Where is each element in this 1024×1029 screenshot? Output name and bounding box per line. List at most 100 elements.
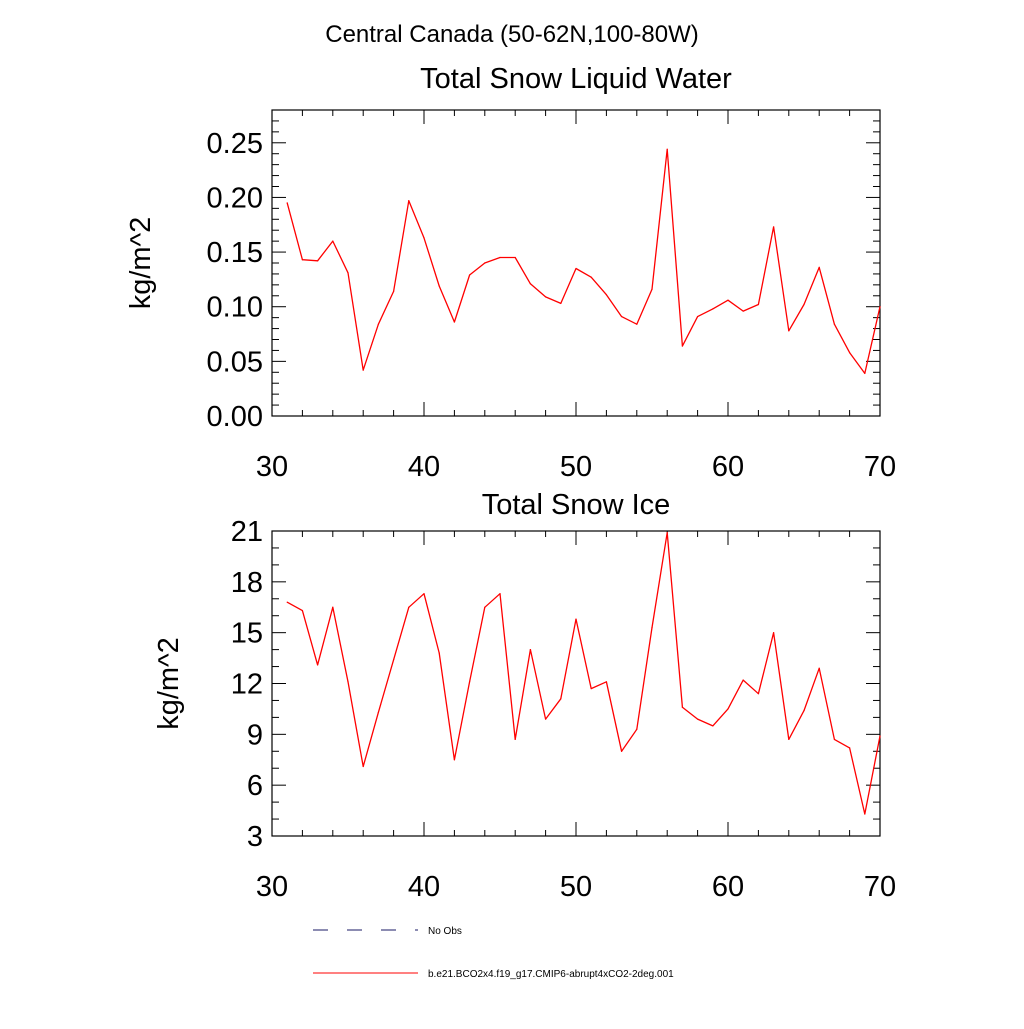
data-point (377, 711, 379, 713)
data-point (636, 728, 638, 730)
data-point (301, 610, 303, 612)
data-point (742, 679, 744, 681)
data-point (453, 321, 455, 323)
data-point (864, 372, 866, 374)
x-tick-label: 30 (256, 451, 288, 483)
x-tick-label: 60 (712, 451, 744, 483)
chart-legend: No Obs b.e21.BCO2x4.f19_g17.CMIP6-abrupt4… (313, 926, 674, 980)
chart-title: Total Snow Ice (482, 489, 671, 521)
data-point (575, 267, 577, 270)
data-point (666, 148, 668, 150)
y-tick-label: 15 (231, 618, 263, 650)
data-point (757, 693, 760, 695)
data-point (438, 652, 440, 654)
x-tick-label: 70 (864, 451, 896, 483)
data-point (621, 315, 623, 318)
data-point (575, 618, 577, 620)
data-point (423, 593, 425, 595)
data-point (605, 681, 608, 683)
data-point (833, 323, 836, 325)
plot-frame (271, 530, 881, 837)
data-point (727, 299, 729, 301)
data-point (803, 303, 805, 306)
series-1 (286, 532, 881, 815)
data-point (803, 710, 805, 712)
x-tick-label: 30 (256, 871, 288, 903)
data-point (484, 606, 486, 608)
data-point (514, 256, 516, 259)
y-tick-label: 0.25 (207, 128, 263, 160)
data-point (864, 813, 866, 815)
data-point (788, 330, 790, 332)
chart-panel-2: Total Snow Ice kg/m^2 30 40 50 60 70 3 6 9 12 15 18 2… (153, 489, 896, 903)
data-point (347, 681, 349, 683)
y-tick-label: 0.00 (207, 401, 263, 433)
y-axis-label: kg/m^2 (153, 637, 185, 730)
data-point (545, 296, 547, 298)
data-point (393, 290, 395, 293)
y-tick-label: 6 (247, 770, 263, 802)
data-point (362, 369, 364, 371)
x-tick-label: 40 (408, 871, 440, 903)
data-point (286, 202, 288, 204)
y-tick-label: 0.10 (207, 292, 263, 324)
data-point (529, 649, 532, 651)
y-axis-label: kg/m^2 (125, 217, 157, 310)
data-point (317, 664, 319, 666)
y-tick-label: 3 (247, 821, 263, 853)
data-point (788, 738, 790, 741)
data-point (712, 308, 714, 310)
y-tick-label: 21 (231, 516, 263, 548)
data-point (438, 285, 440, 287)
data-point (469, 681, 471, 683)
data-point (484, 262, 486, 264)
data-point (423, 237, 425, 239)
data-point (773, 632, 775, 634)
x-tick-label: 50 (560, 451, 592, 483)
data-point (712, 725, 714, 727)
data-point (590, 276, 592, 278)
data-point (286, 601, 288, 603)
data-point (833, 738, 836, 741)
series-line (286, 148, 881, 375)
data-point (393, 659, 395, 661)
data-point (514, 738, 516, 741)
data-point (408, 606, 410, 608)
data-point (651, 626, 653, 629)
data-point (545, 718, 547, 720)
data-point (332, 606, 334, 608)
data-point (560, 698, 562, 700)
legend-label-2: b.e21.BCO2x4.f19_g17.CMIP6-abrupt4xCO2-2… (428, 969, 674, 980)
y-tick-label: 0.05 (207, 346, 263, 378)
data-point (651, 288, 653, 290)
data-point (818, 667, 820, 669)
data-point (742, 310, 744, 312)
y-tick-label: 12 (231, 669, 263, 701)
data-point (757, 303, 760, 306)
series-1 (286, 148, 881, 375)
data-point (879, 735, 881, 737)
y-tick-label: 0.20 (207, 182, 263, 214)
x-tick-label: 40 (408, 451, 440, 483)
data-point (347, 272, 349, 274)
data-point (636, 323, 638, 325)
data-point (408, 200, 410, 202)
data-point (849, 352, 851, 354)
data-point (605, 294, 608, 296)
data-point (301, 259, 303, 261)
y-tick-label: 9 (247, 719, 263, 751)
x-tick-label: 70 (864, 871, 896, 903)
chart-panel-1: Total Snow Liquid Water kg/m^2 30 40 50 60 70 0… (125, 63, 896, 483)
page-title: Central Canada (50-62N,100-80W) (325, 21, 699, 48)
data-point (332, 240, 334, 242)
data-point (666, 532, 668, 534)
data-point (727, 708, 729, 710)
data-point (499, 256, 501, 259)
data-point (879, 306, 881, 308)
data-point (818, 266, 820, 268)
data-point (499, 593, 501, 595)
data-point (621, 750, 623, 752)
y-tick-label: 18 (231, 567, 263, 599)
